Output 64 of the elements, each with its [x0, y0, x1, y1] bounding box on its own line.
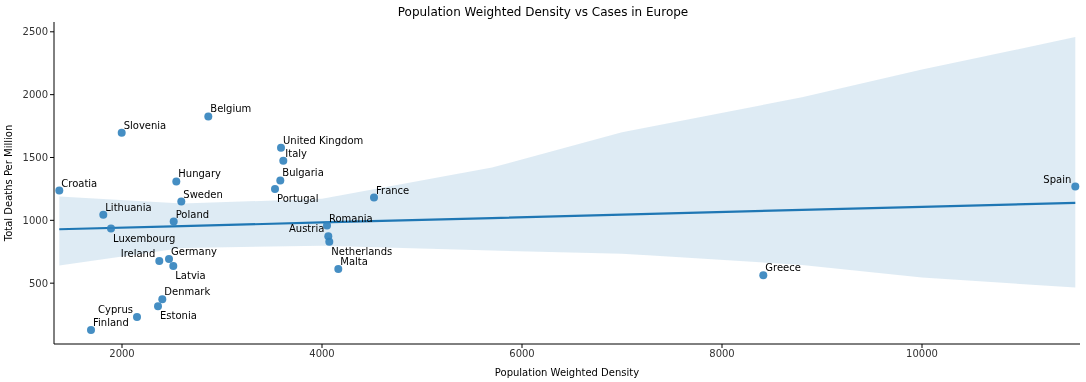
point — [165, 255, 173, 264]
annotation: Spain — [1043, 173, 1072, 185]
chart-title: Population Weighted Density vs Cases in Europe — [396, 4, 690, 21]
x-tick-label: 2000 — [109, 348, 135, 360]
annotation: Ireland — [120, 248, 156, 260]
point — [759, 271, 768, 280]
annotation: Malta — [340, 256, 368, 268]
annotation: Lithuania — [105, 201, 152, 213]
point — [55, 186, 64, 195]
annotation: Denmark — [164, 286, 211, 298]
annotation: Portugal — [277, 192, 319, 204]
y-tick-label: 500 — [28, 277, 48, 289]
point — [99, 210, 108, 219]
point — [370, 193, 378, 202]
x-tick-label: 6000 — [509, 348, 535, 360]
annotation: United Kingdom — [283, 134, 364, 146]
annotation: Latvia — [175, 270, 206, 282]
point — [279, 156, 288, 165]
point — [169, 217, 178, 226]
annotation: Germany — [171, 246, 218, 258]
point — [87, 325, 95, 334]
point — [271, 184, 279, 193]
annotation: Belgium — [210, 103, 252, 115]
point — [107, 224, 115, 233]
y-tick-label: 1500 — [22, 152, 48, 164]
annotation: Luxembourg — [113, 232, 176, 244]
point — [323, 221, 331, 230]
annotation: Cyprus — [98, 303, 133, 315]
point — [334, 265, 343, 274]
annotation: Poland — [175, 208, 210, 220]
point — [177, 197, 186, 206]
point — [158, 295, 167, 304]
x-axis-title: Population Weighted Density — [494, 367, 640, 378]
point — [133, 312, 141, 321]
annotation: Netherlands — [331, 245, 393, 257]
point — [117, 128, 126, 137]
y-axis-title: Total Deaths Per Million — [2, 124, 14, 243]
annotation: Bulgaria — [282, 167, 324, 179]
y-tick-label: 1000 — [22, 214, 48, 226]
point — [277, 143, 285, 152]
annotation: Greece — [765, 262, 801, 274]
annotation: France — [376, 184, 410, 196]
point — [155, 257, 164, 266]
point — [1071, 182, 1080, 191]
annotation: Italy — [285, 147, 308, 159]
annotation: Sweden — [183, 188, 223, 200]
y-tick-label: 2500 — [22, 26, 48, 38]
point — [204, 112, 213, 121]
y-tick-label: 2000 — [22, 89, 48, 101]
annotation: Austria — [288, 223, 325, 235]
x-tick-label: 4000 — [309, 348, 335, 360]
point — [169, 262, 178, 271]
annotation: Hungary — [178, 168, 222, 180]
x-tick-label: 10000 — [906, 348, 938, 360]
x-tick-label: 8000 — [709, 348, 735, 360]
annotation: Finland — [93, 316, 129, 328]
point — [172, 177, 181, 186]
point — [325, 237, 334, 246]
annotation: Slovenia — [123, 119, 167, 131]
annotation: Romania — [329, 212, 373, 224]
point — [276, 176, 285, 185]
point — [154, 302, 162, 311]
annotation: Croatia — [61, 177, 98, 189]
annotation: Estonia — [160, 310, 197, 322]
